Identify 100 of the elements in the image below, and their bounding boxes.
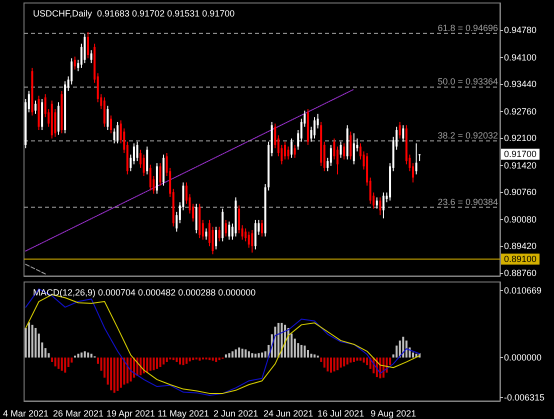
candlestick	[159, 162, 162, 186]
candlestick	[218, 226, 220, 242]
candlestick	[116, 121, 119, 144]
candlestick	[215, 226, 218, 250]
x-tick-label: 11 May 2021	[158, 408, 209, 418]
candlestick	[212, 226, 214, 255]
bar	[326, 358, 329, 372]
candlestick	[146, 146, 148, 175]
candlestick	[34, 100, 36, 114]
candlestick	[398, 121, 401, 139]
x-tick-label: 26 Mar 2021	[53, 408, 104, 418]
y-tick-label: 0.89420	[504, 241, 537, 252]
candlestick	[350, 131, 352, 160]
candlestick	[415, 142, 418, 175]
candlestick	[224, 219, 227, 237]
bar	[340, 358, 342, 368]
bar	[142, 358, 145, 374]
candlestick	[254, 219, 256, 250]
bar	[162, 358, 165, 364]
bar	[110, 358, 112, 390]
bar	[123, 358, 126, 385]
bar	[166, 358, 168, 362]
bar	[31, 324, 34, 358]
x-tick-label: 2 Jun 2021	[214, 408, 258, 418]
bar	[398, 340, 401, 358]
bar	[323, 358, 326, 368]
candlestick	[294, 144, 296, 158]
candlestick	[379, 196, 382, 216]
bar	[356, 358, 358, 361]
bar	[84, 351, 86, 358]
bar	[208, 358, 211, 360]
bar	[87, 352, 90, 358]
bar	[90, 354, 92, 358]
y-tick-label: 0.010669	[504, 285, 542, 296]
candlestick	[340, 141, 342, 158]
bar	[218, 358, 220, 360]
candlestick	[382, 192, 384, 219]
bar	[254, 354, 256, 358]
y-tick-label: 0.000000	[504, 352, 542, 363]
bar	[113, 358, 116, 393]
bar	[156, 358, 158, 369]
bar	[212, 358, 214, 361]
bar	[116, 358, 119, 391]
candlestick	[106, 105, 109, 131]
x-tick-label: 16 Jul 2021	[318, 408, 364, 418]
candlestick	[228, 221, 230, 240]
bar	[258, 353, 260, 358]
y-tick-label: 0.90760	[504, 187, 537, 198]
candlestick	[195, 203, 198, 234]
y-tick-label: 0.94100	[504, 52, 537, 62]
bar	[244, 349, 247, 358]
x-tick-label: 9 Aug 2021	[370, 408, 416, 418]
candlestick	[402, 124, 404, 142]
candlestick	[132, 142, 135, 165]
bar	[54, 358, 56, 366]
bar	[182, 358, 184, 366]
x-tick-label: 4 Mar 2021	[3, 408, 49, 418]
bar	[198, 358, 201, 361]
candlestick	[238, 204, 240, 234]
bar	[130, 358, 132, 382]
y-tick-label: 0.90080	[504, 214, 537, 225]
candlestick	[352, 132, 355, 165]
bar	[343, 358, 346, 366]
bar	[362, 358, 365, 363]
candlestick	[84, 33, 86, 64]
y-tick-label: 0.94780	[504, 25, 537, 36]
candlestick	[251, 230, 254, 254]
bar	[152, 358, 155, 370]
bar	[120, 358, 122, 388]
candlestick	[290, 138, 293, 158]
candlestick	[149, 164, 152, 192]
candlestick	[274, 123, 276, 149]
y-tick-label: 0.92760	[504, 106, 537, 116]
bar	[176, 358, 178, 362]
bar	[251, 353, 254, 358]
text: USDCHF,Daily 0.91683 0.91702 0.91531 0.91700	[33, 8, 235, 18]
candlestick	[113, 128, 116, 144]
candlestick	[87, 32, 90, 59]
bar	[232, 351, 234, 358]
candlestick	[205, 228, 208, 240]
bar	[304, 346, 306, 358]
bar	[70, 358, 73, 363]
bar	[366, 358, 368, 366]
candlestick	[208, 219, 210, 247]
bar	[188, 358, 191, 362]
y-tick-label: -0.006315	[504, 392, 545, 402]
candlestick	[248, 231, 250, 248]
bar	[352, 358, 355, 362]
x-tick-label: 19 Apr 2021	[106, 408, 156, 418]
candlestick	[74, 56, 76, 70]
bar	[77, 354, 80, 358]
y-tick-label: 0.93440	[504, 79, 537, 90]
bar	[360, 358, 362, 361]
bar	[405, 340, 408, 358]
candlestick	[314, 116, 316, 139]
bar	[126, 358, 129, 384]
candlestick	[136, 141, 138, 162]
candlestick	[261, 219, 263, 237]
y-tick-label: 0.92100	[504, 133, 537, 144]
bar	[402, 336, 404, 358]
